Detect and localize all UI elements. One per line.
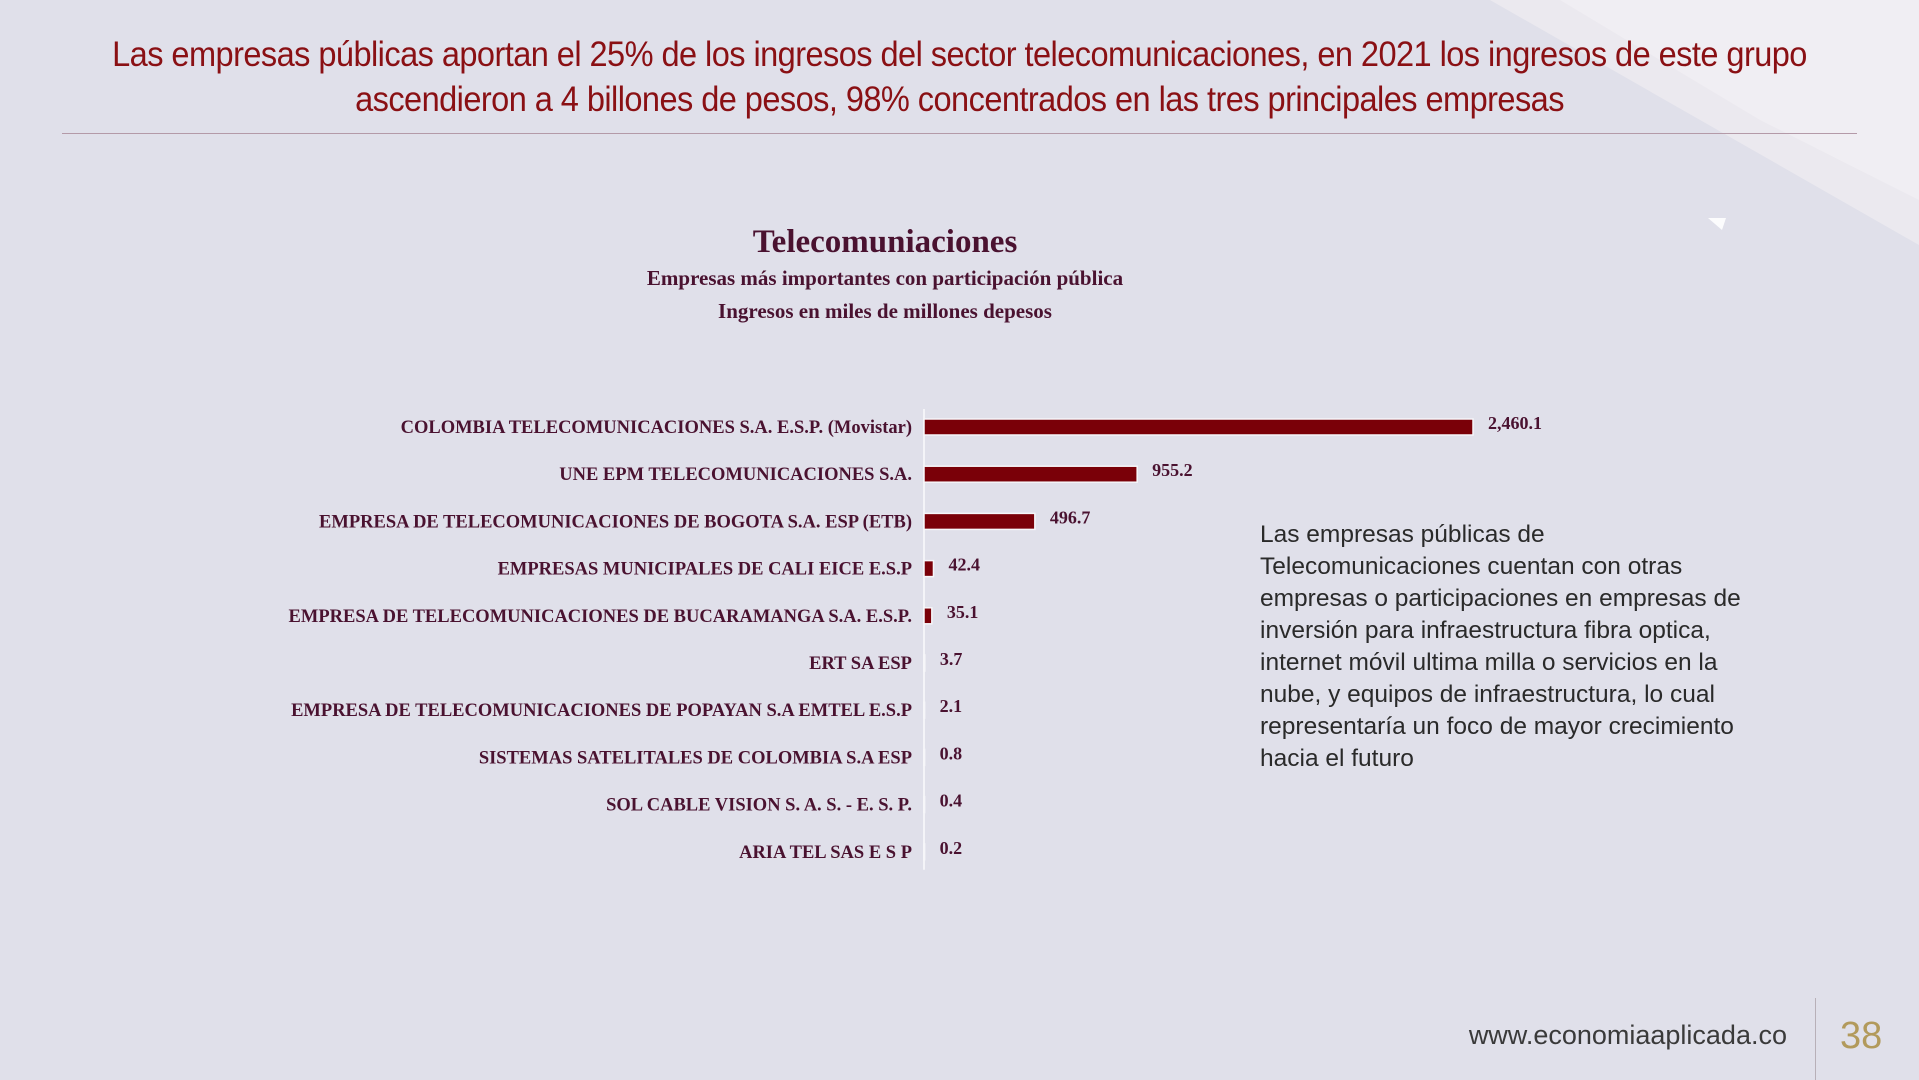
footer-divider: [1815, 998, 1816, 1080]
value-label: 42.4: [948, 555, 980, 575]
headline-divider: [62, 133, 1857, 134]
value-label: 2,460.1: [1488, 413, 1542, 433]
slide-headline: Las empresas públicas aportan el 25% de …: [112, 35, 1807, 119]
chart-units: Ingresos en miles de millones depesos: [718, 299, 1052, 323]
bar: [923, 748, 926, 767]
value-label: 35.1: [947, 602, 979, 622]
bar: [923, 418, 1474, 436]
value-label: 0.2: [940, 838, 963, 858]
value-label: 0.8: [940, 743, 963, 763]
footer-website[interactable]: www.economiaaplicada.co: [1468, 1020, 1787, 1050]
category-label: EMPRESA DE TELECOMUNICACIONES DE BUCARAM…: [289, 607, 912, 627]
value-label: 496.7: [1050, 507, 1091, 527]
bar: [923, 607, 933, 625]
category-label: UNE EPM TELECOMUNICACIONES S.A.: [559, 465, 912, 485]
value-label: 0.4: [940, 791, 963, 811]
bar: [923, 795, 926, 814]
value-label: 955.2: [1152, 460, 1193, 480]
bar: [923, 559, 935, 578]
category-label: ERT SA ESP: [809, 654, 912, 674]
page-number: 38: [1840, 1015, 1883, 1057]
category-label: SISTEMAS SATELITALES DE COLOMBIA S.A ESP: [479, 748, 912, 768]
category-label: EMPRESA DE TELECOMUNICACIONES DE POPAYAN…: [291, 701, 912, 721]
value-label: 3.7: [940, 649, 963, 669]
value-label: 2.1: [940, 696, 963, 716]
category-label: ARIA TEL SAS E S P: [739, 843, 912, 863]
bar: [923, 654, 926, 672]
bar: [923, 465, 1138, 483]
chart-subtitle: Empresas más importantes con participaci…: [646, 266, 1124, 290]
bar: [923, 512, 1036, 531]
category-label: COLOMBIA TELECOMUNICACIONES S.A. E.S.P. …: [401, 418, 912, 438]
commentary-text: Las empresas públicas de Telecomunicacio…: [1260, 521, 1741, 772]
category-label: EMPRESA DE TELECOMUNICACIONES DE BOGOTA …: [319, 512, 912, 532]
category-label: SOL CABLE VISION S. A. S. - E. S. P.: [606, 796, 912, 816]
bar: [923, 843, 926, 861]
bar: [923, 701, 926, 719]
category-label: EMPRESAS MUNICIPALES DE CALI EICE E.S.P: [498, 560, 912, 580]
chart-title: Telecomuniaciones: [752, 224, 1018, 260]
